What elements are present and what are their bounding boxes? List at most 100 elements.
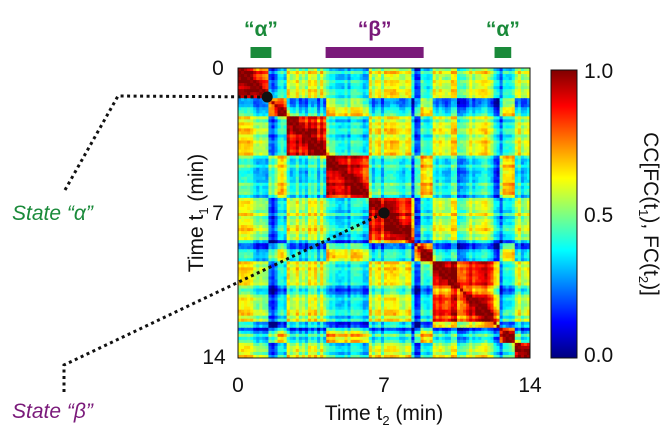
heatmap-cell xyxy=(402,98,406,102)
heatmap-cell xyxy=(314,113,318,117)
heatmap-cell xyxy=(353,158,358,163)
heatmap-cell xyxy=(329,167,333,172)
heatmap-cell xyxy=(274,125,279,130)
heatmap-cell xyxy=(259,125,263,130)
heatmap-cell xyxy=(320,74,324,78)
heatmap-cell xyxy=(487,131,492,136)
heatmap-cell xyxy=(475,74,479,78)
heatmap-cell xyxy=(511,125,516,130)
heatmap-cell xyxy=(350,219,355,223)
heatmap-cell xyxy=(301,203,306,208)
heatmap-cell xyxy=(432,92,437,96)
heatmap-cell xyxy=(317,219,321,223)
heatmap-cell xyxy=(289,77,294,81)
heatmap-cell xyxy=(411,107,416,111)
heatmap-cell xyxy=(271,219,276,223)
heatmap-cell xyxy=(338,176,343,181)
heatmap-cell xyxy=(311,71,315,75)
heatmap-cell xyxy=(490,173,495,178)
heatmap-cell xyxy=(256,209,260,214)
heatmap-cell xyxy=(304,89,309,93)
heatmap-cell xyxy=(520,92,525,96)
heatmap-cell xyxy=(447,209,452,214)
heatmap-cell xyxy=(496,125,501,130)
heatmap-cell xyxy=(472,116,476,120)
heatmap-cell xyxy=(511,176,516,181)
heatmap-cell xyxy=(426,68,431,72)
heatmap-cell xyxy=(405,191,409,196)
heatmap-cell xyxy=(347,170,352,175)
heatmap-cell xyxy=(289,200,294,205)
heatmap-cell xyxy=(265,119,270,123)
heatmap-cell xyxy=(466,74,470,78)
heatmap-cell xyxy=(499,125,504,130)
heatmap-cell xyxy=(490,149,495,154)
heatmap-cell xyxy=(444,101,449,105)
heatmap-cell xyxy=(390,182,394,187)
heatmap-cell xyxy=(371,188,376,193)
heatmap-cell xyxy=(301,167,306,172)
heatmap-cell xyxy=(493,209,498,214)
heatmap-cell xyxy=(338,74,343,78)
heatmap-cell xyxy=(271,191,276,196)
heatmap-cell xyxy=(326,119,330,123)
heatmap-cell xyxy=(335,86,339,90)
heatmap-cell xyxy=(374,140,379,145)
heatmap-cell xyxy=(426,134,431,139)
heatmap-cell xyxy=(341,140,346,145)
heatmap-cell xyxy=(292,194,297,199)
heatmap-cell xyxy=(457,149,461,154)
heatmap-cell xyxy=(371,179,376,184)
heatmap-cell xyxy=(517,213,522,217)
heatmap-cell xyxy=(320,182,324,187)
heatmap-cell xyxy=(466,116,470,120)
heatmap-cell xyxy=(523,161,528,166)
heatmap-cell xyxy=(514,77,519,81)
heatmap-cell xyxy=(493,164,498,169)
heatmap-cell xyxy=(517,71,522,75)
heatmap-cell xyxy=(475,182,479,187)
heatmap-cell xyxy=(526,161,530,166)
heatmap-cell xyxy=(508,143,513,148)
heatmap-cell xyxy=(402,113,406,117)
heatmap-cell xyxy=(508,155,513,160)
heatmap-cell xyxy=(350,80,355,84)
heatmap-cell xyxy=(481,137,485,142)
heatmap-cell xyxy=(387,203,391,208)
heatmap-cell xyxy=(450,80,455,84)
heatmap-cell xyxy=(460,155,464,160)
heatmap-cell xyxy=(268,131,273,136)
heatmap-cell xyxy=(317,222,321,226)
heatmap-cell xyxy=(396,222,400,226)
heatmap-cell xyxy=(393,71,397,75)
heatmap-cell xyxy=(320,86,324,90)
heatmap-cell xyxy=(262,158,266,163)
heatmap-cell xyxy=(262,140,266,145)
heatmap-cell xyxy=(453,116,458,120)
heatmap-cell xyxy=(511,131,516,136)
heatmap-cell xyxy=(311,86,315,90)
heatmap-cell xyxy=(402,155,406,160)
heatmap-cell xyxy=(417,185,422,190)
heatmap-cell xyxy=(341,104,346,108)
heatmap-cell xyxy=(453,158,458,163)
heatmap-cell xyxy=(314,219,318,223)
heatmap-cell xyxy=(329,188,333,193)
heatmap-cell xyxy=(380,122,385,126)
heatmap-cell xyxy=(350,128,355,133)
heatmap-cell xyxy=(259,113,263,117)
heatmap-cell xyxy=(438,158,443,163)
heatmap-cell xyxy=(444,176,449,181)
heatmap-cell xyxy=(350,161,355,166)
heatmap-cell xyxy=(241,164,245,169)
heatmap-cell xyxy=(359,194,364,199)
heatmap-cell xyxy=(453,206,458,211)
heatmap-cell xyxy=(490,74,495,78)
heatmap-cell xyxy=(396,74,400,78)
heatmap-cell xyxy=(399,104,403,108)
heatmap-cell xyxy=(466,113,470,117)
heatmap-cell xyxy=(344,197,349,202)
heatmap-cell xyxy=(417,191,422,196)
heatmap-cell xyxy=(377,140,382,145)
heatmap-cell xyxy=(408,131,412,136)
